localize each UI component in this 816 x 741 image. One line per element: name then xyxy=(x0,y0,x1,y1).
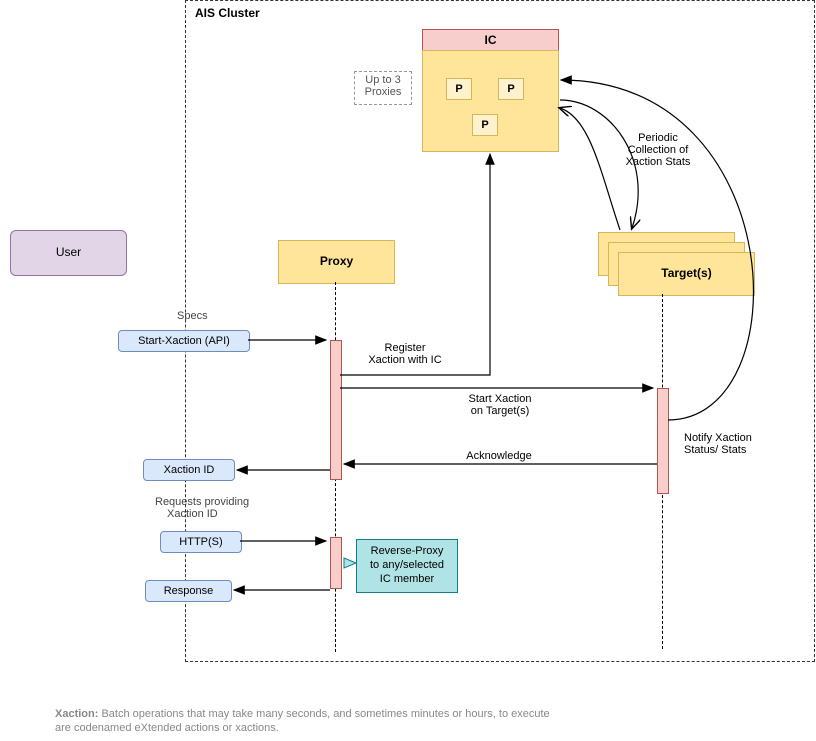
proxy-box: Proxy xyxy=(278,240,395,284)
ic-p1: P xyxy=(446,78,472,100)
ack-label: Acknowledge xyxy=(454,450,544,462)
start-targets-l2: on Target(s) xyxy=(471,405,530,417)
ic-body xyxy=(422,50,559,152)
ic-p3: P xyxy=(472,114,498,136)
https-btn: HTTP(S) xyxy=(160,531,242,553)
start-xaction-btn: Start-Xaction (API) xyxy=(118,330,250,352)
activation-proxy-2 xyxy=(330,537,342,589)
ais-cluster-title: AIS Cluster xyxy=(195,6,260,20)
requests-l1: Requests providing xyxy=(155,496,249,508)
proxies-note-l1: Up to 3 xyxy=(355,74,411,86)
requests-l2: Xaction ID xyxy=(155,508,218,520)
rproxy-l1: Reverse-Proxy xyxy=(371,545,444,557)
footer-text: Batch operations that may take many seco… xyxy=(55,708,550,734)
periodic-l3: Xaction Stats xyxy=(626,156,691,168)
start-targets-l1: Start Xaction xyxy=(469,393,532,405)
reverse-proxy-box: Reverse-Proxy to any/selected IC member xyxy=(356,539,458,593)
response-btn: Response xyxy=(145,580,232,602)
periodic-l2: Collection of xyxy=(628,144,689,156)
register-label: Register Xaction with IC xyxy=(355,342,455,366)
target-label: Target(s) xyxy=(661,266,711,280)
xaction-id-btn: Xaction ID xyxy=(143,459,235,481)
activation-proxy-1 xyxy=(330,340,342,480)
register-l1: Register xyxy=(385,342,426,354)
ic-label: IC xyxy=(485,33,497,47)
periodic-label: Periodic Collection of Xaction Stats xyxy=(608,132,708,168)
ic-p2: P xyxy=(498,78,524,100)
proxies-note: Up to 3 Proxies xyxy=(354,71,412,105)
register-l2: Xaction with IC xyxy=(368,354,441,366)
periodic-l1: Periodic xyxy=(638,132,678,144)
activation-target xyxy=(657,388,669,494)
notify-l1: Notify Xaction xyxy=(684,432,752,444)
proxy-label: Proxy xyxy=(320,254,353,268)
target-box: Target(s) xyxy=(618,252,755,296)
specs-label: Specs xyxy=(177,310,208,322)
rproxy-l3: IC member xyxy=(380,573,434,585)
rproxy-l2: to any/selected xyxy=(370,559,444,571)
user-box: User xyxy=(10,230,127,276)
requests-label: Requests providing Xaction ID xyxy=(155,496,295,520)
footer-note: Xaction: Batch operations that may take … xyxy=(55,707,555,735)
user-label: User xyxy=(56,245,81,259)
proxies-note-l2: Proxies xyxy=(355,86,411,98)
ic-header: IC xyxy=(422,29,559,52)
footer-bold: Xaction: xyxy=(55,708,98,720)
start-targets-label: Start Xaction on Target(s) xyxy=(445,393,555,417)
notify-l2: Status/ Stats xyxy=(684,444,746,456)
notify-label: Notify Xaction Status/ Stats xyxy=(684,432,774,456)
